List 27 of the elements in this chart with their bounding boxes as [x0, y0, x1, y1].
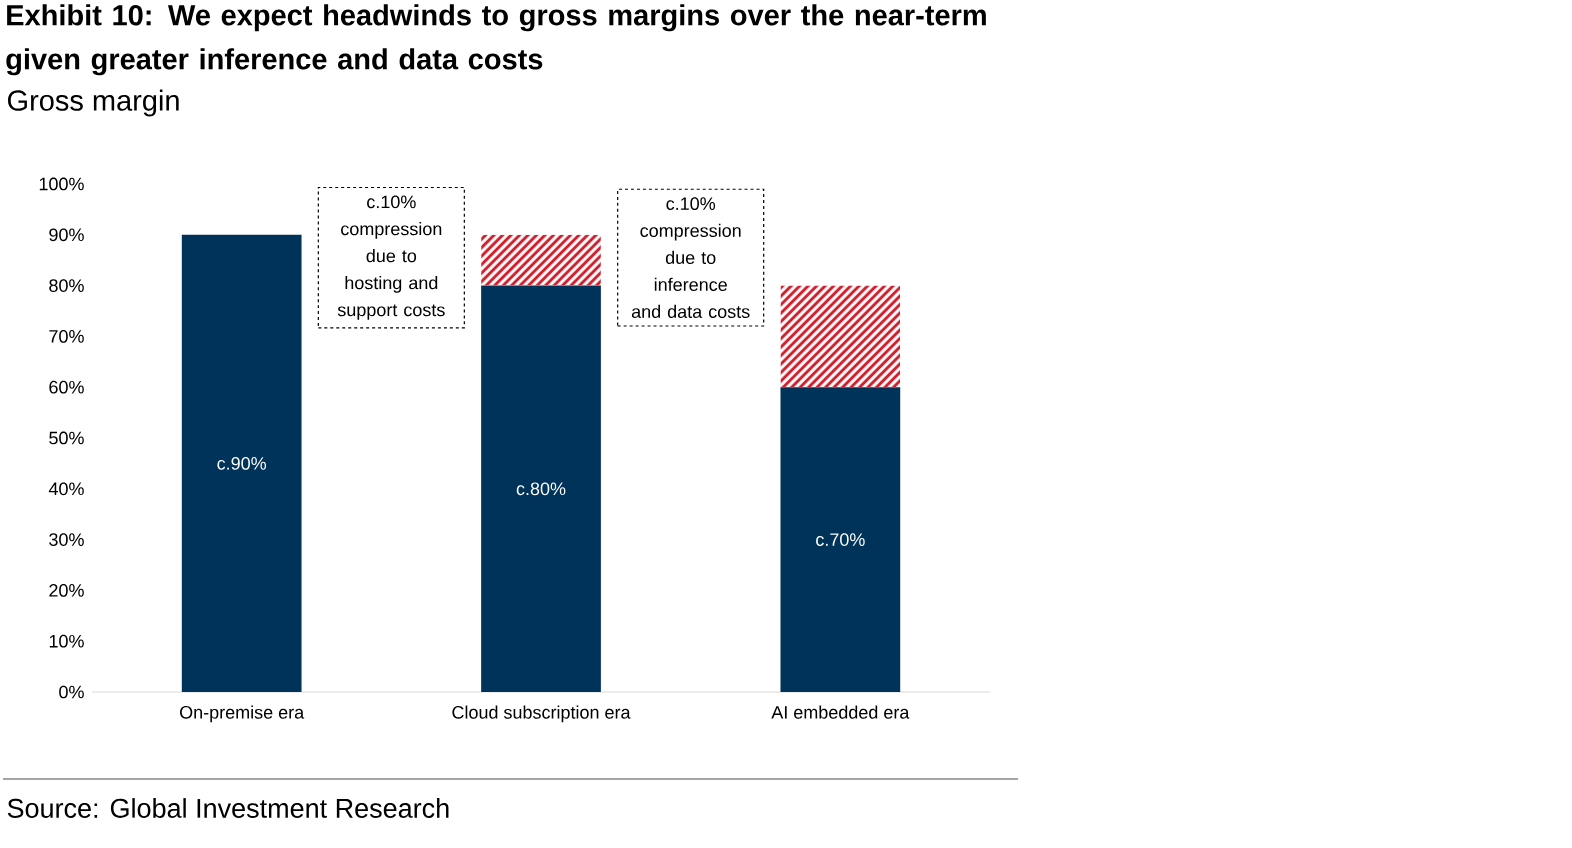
y-tick-label: 10%	[49, 634, 84, 648]
data-label: c.70%	[816, 533, 865, 546]
bar	[481, 234, 601, 286]
y-tick-label: 90%	[49, 228, 84, 242]
y-tick-label: 70%	[49, 330, 84, 343]
data-label: c.80%	[516, 482, 566, 496]
y-tick-label: 40%	[48, 482, 84, 496]
annotation: c.10% compression due to hosting and support costs	[337, 195, 445, 320]
x-tick-label: On-premise era	[180, 705, 305, 723]
chart-subtitle: Gross margin	[7, 89, 179, 117]
data-label: c.90%	[217, 457, 267, 470]
source-note: Source: Global Investment Research	[7, 798, 449, 818]
chart-title: Exhibit 10: We expect headwinds to gross margins over the near-term given greater inference and data costs	[6, 4, 986, 76]
x-tick-label: Cloud subscription era	[452, 705, 631, 723]
bar	[780, 387, 901, 692]
bar	[481, 285, 601, 692]
bar	[780, 285, 901, 388]
y-tick-label: 30%	[49, 533, 84, 546]
y-tick-label: 60%	[49, 380, 84, 394]
y-tick-label: 100%	[39, 177, 84, 191]
y-tick-label: 50%	[49, 431, 84, 445]
y-tick-label: 20%	[49, 584, 84, 597]
y-tick-label: 0%	[59, 685, 84, 699]
annotation: c.10% compression due to inference and data costs	[631, 197, 750, 319]
bar	[181, 234, 302, 692]
x-tick-label: AI embedded era	[771, 705, 910, 719]
y-tick-label: 80%	[49, 279, 84, 292]
